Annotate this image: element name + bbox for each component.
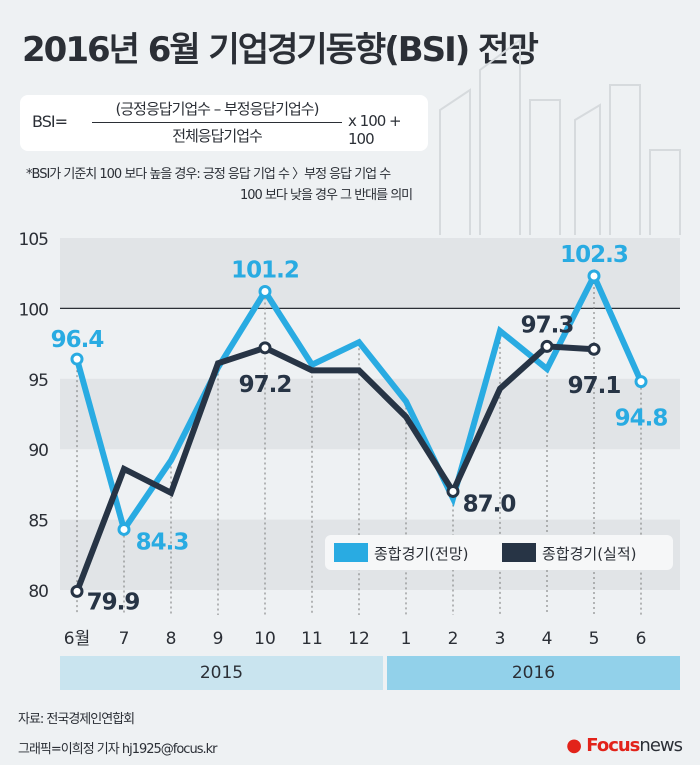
legend-box <box>325 535 673 570</box>
data-label: 96.4 <box>51 327 104 353</box>
legend-swatch-forecast <box>334 543 368 562</box>
x-tick-label: 1 <box>401 629 412 649</box>
y-tick-label: 105 <box>19 230 49 250</box>
data-point <box>258 285 272 299</box>
legend-label-forecast: 종합경기(전망) <box>374 545 469 563</box>
data-label: 79.9 <box>87 589 140 615</box>
focus-news-logo: ● Focusnews <box>566 735 683 756</box>
data-point <box>587 269 601 283</box>
band <box>60 238 680 309</box>
year-band-2016: 2016 <box>387 656 680 690</box>
credit-text: 그래픽=이희정 기자 hj1925@focus.kr <box>18 742 217 757</box>
y-tick-label: 90 <box>28 441 48 461</box>
fraction-bar <box>92 122 342 123</box>
data-point <box>587 342 601 356</box>
logo-news: news <box>639 735 683 756</box>
data-point <box>446 484 460 498</box>
x-tick-label: 6월 <box>64 629 90 649</box>
data-label: 94.8 <box>615 406 668 432</box>
data-point <box>70 584 84 598</box>
logo-focus: Focus <box>586 735 640 756</box>
band <box>60 378 680 450</box>
x-tick-label: 2 <box>448 629 459 649</box>
data-point <box>117 522 131 536</box>
x-tick-label: 4 <box>542 629 553 649</box>
y-tick-label: 95 <box>28 371 48 391</box>
formula-multiplier: x 100 + 100 <box>348 112 402 148</box>
data-label: 84.3 <box>136 529 189 555</box>
data-label: 102.3 <box>560 242 628 268</box>
series-line-forecast <box>74 269 644 537</box>
data-point <box>70 352 84 366</box>
legend-swatch-actual <box>502 543 536 562</box>
x-tick-label: 5 <box>589 629 600 649</box>
x-tick-label: 8 <box>166 629 177 649</box>
x-tick-label: 11 <box>301 629 323 649</box>
x-tick-label: 3 <box>495 629 506 649</box>
formula-numerator: (긍정응답기업수 – 부정응답기업수) <box>115 100 320 118</box>
x-tick-label: 10 <box>254 629 276 649</box>
city-skyline-decoration <box>439 38 681 235</box>
data-point <box>258 341 272 355</box>
data-point <box>540 339 554 353</box>
source-text: 자료: 전국경제인연합회 <box>18 712 135 727</box>
data-label: 97.3 <box>521 312 574 338</box>
y-tick-label: 80 <box>28 582 48 602</box>
data-label: 97.2 <box>239 372 292 398</box>
series-line-actual <box>74 343 595 593</box>
formula-box: BSI= (긍정응답기업수 – 부정응답기업수) 전체응답기업수 x 100 +… <box>20 95 428 151</box>
legend: 종합경기(전망) 종합경기(실적) <box>325 535 673 570</box>
x-tick-label: 12 <box>348 629 370 649</box>
year-band-2015: 2015 <box>60 656 383 690</box>
page-title: 2016년 6월 기업경기동향(BSI) 전망 <box>22 30 539 70</box>
y-tick-label: 100 <box>19 300 49 320</box>
x-tick-label: 9 <box>213 629 224 649</box>
formula-denominator: 전체응답기업수 <box>172 127 263 145</box>
note-line-2: 100 보다 낮을 경우 그 반대를 의미 <box>240 188 413 203</box>
legend-label-actual: 종합경기(실적) <box>542 545 637 563</box>
x-tick-label: 6 <box>636 629 647 649</box>
data-label: 97.1 <box>568 373 621 399</box>
data-label: 101.2 <box>231 258 299 284</box>
y-tick-label: 85 <box>28 512 48 532</box>
data-point <box>634 375 648 389</box>
note-line-1: *BSI가 기준치 100 보다 높을 경우: 긍정 응답 기업 수 〉부정 응… <box>26 167 391 182</box>
formula-lhs: BSI= <box>32 112 68 131</box>
x-tick-label: 7 <box>119 629 130 649</box>
data-label: 87.0 <box>463 491 516 517</box>
